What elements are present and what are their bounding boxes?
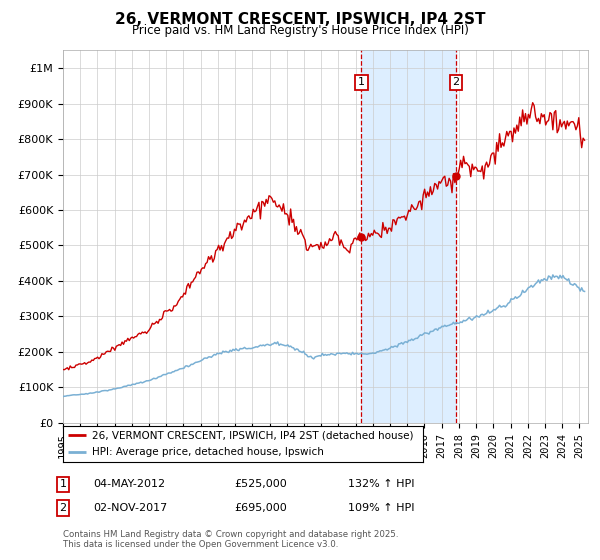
Text: 26, VERMONT CRESCENT, IPSWICH, IP4 2ST (detached house): 26, VERMONT CRESCENT, IPSWICH, IP4 2ST (… — [92, 430, 413, 440]
Text: 1: 1 — [358, 77, 365, 87]
Text: 26, VERMONT CRESCENT, IPSWICH, IP4 2ST: 26, VERMONT CRESCENT, IPSWICH, IP4 2ST — [115, 12, 485, 27]
Text: 04-MAY-2012: 04-MAY-2012 — [93, 479, 165, 489]
Text: 109% ↑ HPI: 109% ↑ HPI — [348, 503, 415, 513]
Text: Contains HM Land Registry data © Crown copyright and database right 2025.
This d: Contains HM Land Registry data © Crown c… — [63, 530, 398, 549]
Text: £525,000: £525,000 — [234, 479, 287, 489]
Text: 2: 2 — [59, 503, 67, 513]
Text: 132% ↑ HPI: 132% ↑ HPI — [348, 479, 415, 489]
Text: Price paid vs. HM Land Registry's House Price Index (HPI): Price paid vs. HM Land Registry's House … — [131, 24, 469, 36]
Bar — [361, 50, 456, 423]
Text: £695,000: £695,000 — [234, 503, 287, 513]
Text: HPI: Average price, detached house, Ipswich: HPI: Average price, detached house, Ipsw… — [92, 447, 323, 457]
Text: 2: 2 — [452, 77, 460, 87]
Text: 1: 1 — [59, 479, 67, 489]
Text: 02-NOV-2017: 02-NOV-2017 — [93, 503, 167, 513]
